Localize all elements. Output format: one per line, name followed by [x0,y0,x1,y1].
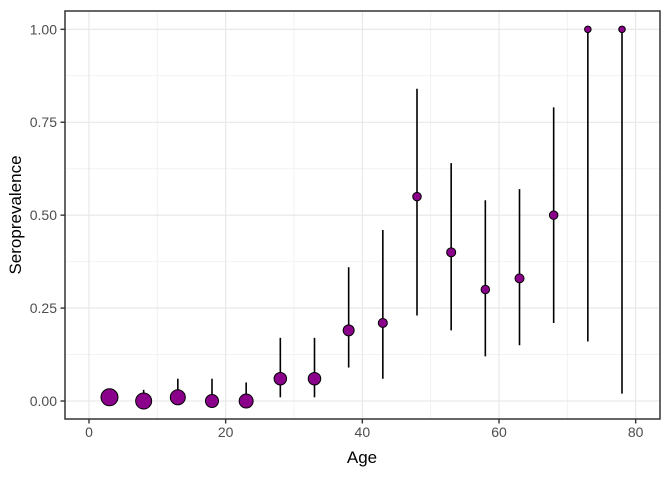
y-axis-title: Seroprevalence [6,155,25,274]
x-tick-label: 80 [628,424,644,440]
data-point [446,247,457,258]
y-tick-label: 1.00 [30,21,57,37]
data-point-layer [100,25,626,410]
data-point [100,388,119,407]
axis-tick-layer [60,28,637,424]
x-axis-title: Age [347,448,377,467]
y-tick-label: 0.00 [30,393,57,409]
data-point [480,284,491,295]
data-point [618,25,626,34]
data-point [412,191,422,202]
data-point [204,394,219,409]
data-point [135,392,153,410]
data-point [514,273,525,284]
tick-label-layer: 0 20 40 60 80 0.00 0.25 0.50 0.75 1.00 [30,21,644,440]
data-point [584,25,592,34]
data-point [169,389,186,406]
error-bar-layer [108,29,623,402]
data-point [548,210,559,220]
data-point [377,317,388,328]
y-tick-label: 0.25 [30,300,57,316]
data-point [307,371,322,386]
data-point [273,371,288,386]
data-point [342,324,355,337]
x-tick-label: 20 [218,424,234,440]
x-tick-label: 0 [85,424,93,440]
grid-major-layer [65,11,660,419]
x-tick-label: 40 [355,424,371,440]
y-tick-label: 0.50 [30,207,57,223]
data-point [238,393,254,409]
x-tick-label: 60 [491,424,507,440]
y-tick-label: 0.75 [30,114,57,130]
